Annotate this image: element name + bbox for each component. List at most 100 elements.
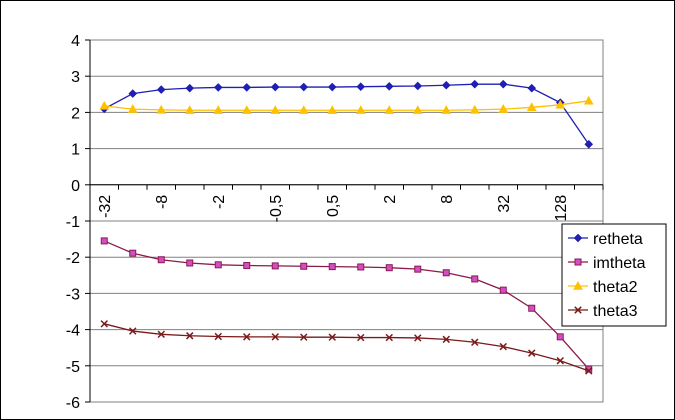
marker-stroke xyxy=(574,306,582,314)
data-point-theta3 xyxy=(556,357,564,365)
data-point-imtheta xyxy=(556,333,564,341)
data-point-theta2 xyxy=(241,105,252,114)
data-point-theta2 xyxy=(270,105,281,114)
legend-marker-imtheta xyxy=(574,258,582,266)
data-point-retheta xyxy=(470,79,480,89)
x-tick-label: 32 xyxy=(496,195,513,213)
data-point-theta2 xyxy=(469,104,480,114)
data-point-imtheta xyxy=(300,262,308,270)
legend-marker-theta2 xyxy=(573,280,583,290)
data-point-theta2 xyxy=(583,95,594,105)
data-point-theta3 xyxy=(414,334,422,342)
data-point-theta2 xyxy=(127,104,138,113)
y-axis-labels: 4 3 2 1 0 -1 -2 -3 -4 -5 -6 xyxy=(66,33,80,412)
data-point-retheta xyxy=(498,79,508,89)
y-tick-label: 0 xyxy=(71,178,80,195)
data-point-theta2 xyxy=(441,105,452,114)
data-point-theta2 xyxy=(99,100,110,110)
data-point-theta3 xyxy=(328,333,336,341)
data-point-theta3 xyxy=(442,335,450,344)
marker-stroke xyxy=(243,333,251,341)
marker-stroke xyxy=(157,330,165,339)
data-point-imtheta xyxy=(328,263,336,271)
data-point-retheta xyxy=(441,80,451,90)
marker-stroke xyxy=(471,338,479,347)
data-point-theta3 xyxy=(528,349,536,357)
x-tick-label: -2 xyxy=(211,195,228,209)
data-point-theta3 xyxy=(129,327,137,335)
legend-label-theta3: theta3 xyxy=(593,303,638,320)
data-point-imtheta xyxy=(186,259,194,267)
data-point-retheta xyxy=(213,83,223,92)
data-point-retheta xyxy=(185,83,195,93)
y-tick-label: -3 xyxy=(66,286,80,303)
data-point-imtheta xyxy=(585,365,593,373)
data-point-imtheta xyxy=(157,256,165,264)
series-line-imtheta xyxy=(103,240,590,370)
data-point-theta3 xyxy=(357,333,365,342)
data-point-retheta xyxy=(327,82,337,92)
series-retheta xyxy=(99,79,594,149)
y-tick-label: -2 xyxy=(66,250,80,267)
data-point-retheta xyxy=(156,85,166,94)
marker-stroke xyxy=(414,334,422,342)
data-point-imtheta xyxy=(471,275,479,283)
marker-stroke xyxy=(328,333,336,341)
marker-stroke xyxy=(528,349,536,357)
data-point-theta2 xyxy=(298,105,309,114)
marker-stroke xyxy=(357,333,365,342)
series-theta2 xyxy=(99,95,594,114)
y-tick-label: 1 xyxy=(71,142,80,159)
marker-stroke xyxy=(100,320,108,328)
data-point-theta2 xyxy=(498,104,509,113)
data-point-retheta xyxy=(584,139,594,149)
data-point-theta3 xyxy=(585,367,593,375)
legend-marker-theta3 xyxy=(574,306,582,314)
series-group xyxy=(99,79,594,375)
data-point-theta2 xyxy=(184,105,195,114)
x-tick-label: 8 xyxy=(439,195,456,204)
y-tick-label: -1 xyxy=(66,214,80,231)
series-line-retheta xyxy=(103,83,590,145)
marker-stroke xyxy=(300,333,308,341)
data-point-retheta xyxy=(356,82,366,92)
marker-stroke xyxy=(556,357,564,365)
data-point-retheta xyxy=(128,89,138,98)
marker-stroke xyxy=(585,367,593,375)
data-point-theta2 xyxy=(213,105,224,114)
data-point-retheta xyxy=(413,81,423,91)
marker-stroke xyxy=(385,333,393,342)
data-point-imtheta xyxy=(100,237,108,245)
marker-stroke xyxy=(271,333,279,341)
marker-stroke xyxy=(442,335,450,344)
marker-stroke xyxy=(129,327,137,335)
x-tick-label: -32 xyxy=(97,195,114,218)
y-tick-label: 3 xyxy=(71,69,80,86)
data-point-theta3 xyxy=(157,330,165,339)
data-point-theta3 xyxy=(499,342,507,351)
data-point-imtheta xyxy=(271,262,279,270)
data-point-imtheta xyxy=(528,304,536,312)
data-point-retheta xyxy=(384,82,394,91)
x-tick-label: 0,5 xyxy=(325,195,342,217)
data-point-theta3 xyxy=(186,332,194,340)
data-point-theta2 xyxy=(355,105,366,114)
data-point-imtheta xyxy=(385,264,393,272)
data-point-theta2 xyxy=(412,105,423,114)
x-tick-label: -0,5 xyxy=(268,195,285,223)
data-point-imtheta xyxy=(414,265,422,273)
data-point-retheta xyxy=(270,82,280,92)
legend-label-theta2: theta2 xyxy=(593,279,638,296)
y-tick-label: -6 xyxy=(66,395,80,412)
legend-marker-retheta xyxy=(573,233,583,243)
data-point-theta3 xyxy=(385,333,393,342)
data-point-imtheta xyxy=(442,269,450,277)
data-point-imtheta xyxy=(129,249,137,257)
data-point-theta2 xyxy=(327,105,338,114)
x-axis-labels: -32 -8 -2 -0,5 0,5 2 8 32 128 xyxy=(97,195,570,223)
data-point-imtheta xyxy=(214,261,222,269)
y-tick-label: -4 xyxy=(66,323,80,340)
data-point-theta3 xyxy=(471,338,479,347)
data-point-theta3 xyxy=(271,333,279,341)
